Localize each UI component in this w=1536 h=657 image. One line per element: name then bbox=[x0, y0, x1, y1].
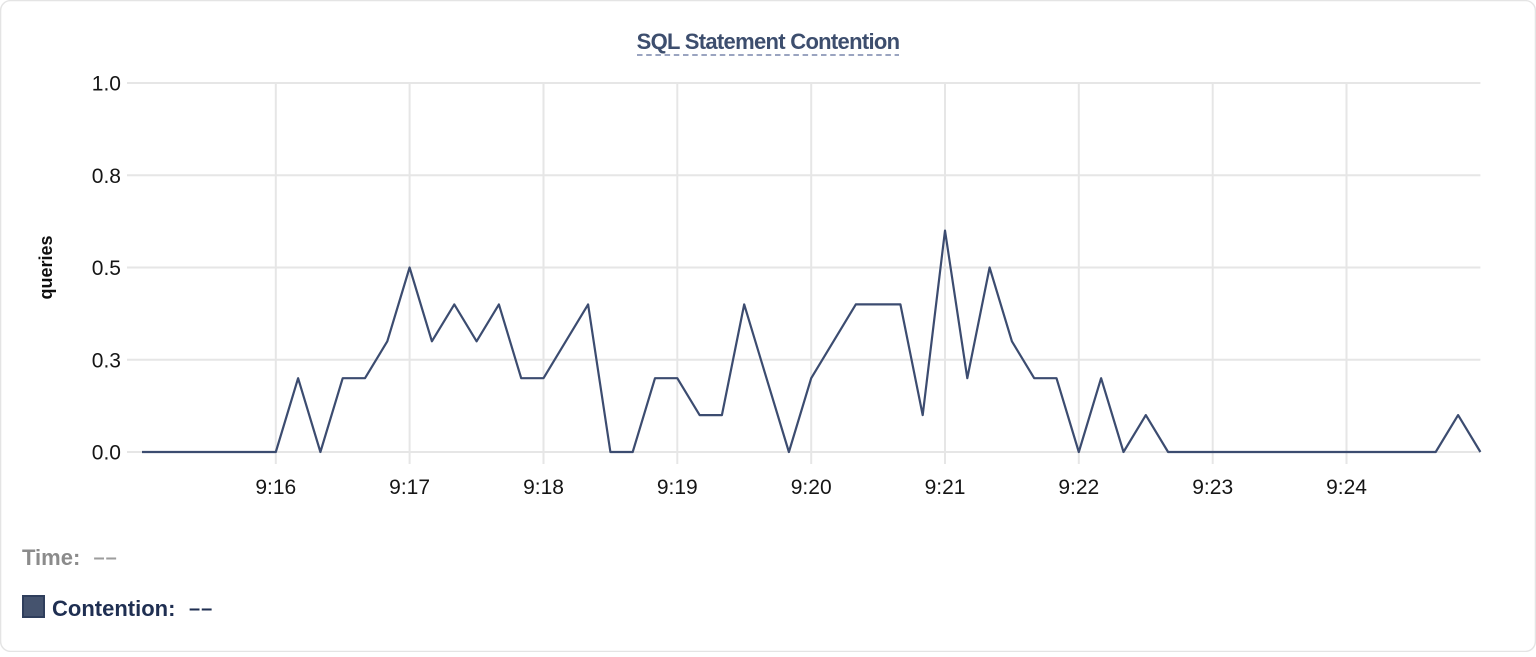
svg-text:1.0: 1.0 bbox=[92, 73, 121, 96]
svg-text:Time:: Time: bbox=[22, 545, 80, 570]
svg-text:9:23: 9:23 bbox=[1192, 476, 1233, 499]
svg-text:––: –– bbox=[189, 598, 213, 620]
svg-text:0.8: 0.8 bbox=[92, 165, 121, 188]
svg-text:0.3: 0.3 bbox=[92, 349, 121, 372]
svg-text:9:21: 9:21 bbox=[925, 476, 966, 499]
svg-text:9:20: 9:20 bbox=[791, 476, 832, 499]
svg-text:9:24: 9:24 bbox=[1326, 476, 1367, 499]
svg-text:0.5: 0.5 bbox=[92, 257, 121, 280]
svg-text:9:22: 9:22 bbox=[1058, 476, 1099, 499]
svg-text:Contention:: Contention: bbox=[52, 596, 175, 621]
svg-text:SQL Statement Contention: SQL Statement Contention bbox=[637, 29, 900, 54]
svg-text:9:16: 9:16 bbox=[255, 476, 296, 499]
svg-text:9:19: 9:19 bbox=[657, 476, 698, 499]
svg-text:0.0: 0.0 bbox=[92, 442, 121, 465]
svg-text:––: –– bbox=[94, 547, 118, 569]
svg-text:9:18: 9:18 bbox=[523, 476, 564, 499]
svg-text:9:17: 9:17 bbox=[389, 476, 430, 499]
svg-text:queries: queries bbox=[36, 235, 56, 299]
